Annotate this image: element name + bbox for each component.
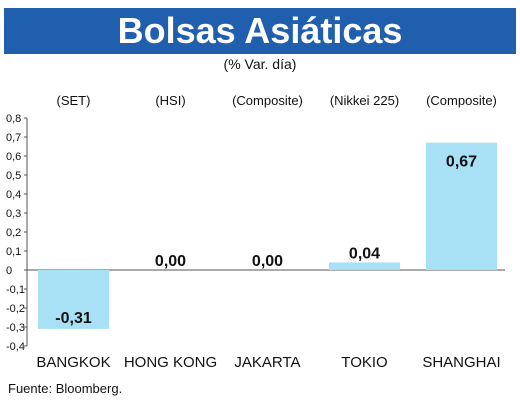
y-tick-label: -0,1 <box>6 284 25 296</box>
y-tick-label: 0,4 <box>6 189 21 201</box>
index-label: (SET) <box>57 93 91 108</box>
data-label: 0,00 <box>252 253 283 270</box>
category-label: HONG KONG <box>124 354 217 371</box>
y-tick-label: 0,2 <box>6 227 21 239</box>
y-tick-label: 0,5 <box>6 170 21 182</box>
y-tick-label: -0,2 <box>6 303 25 315</box>
index-label: (Nikkei 225) <box>330 93 399 108</box>
y-tick-label: 0 <box>6 265 12 277</box>
category-label: TOKIO <box>341 354 387 371</box>
chart-title: Bolsas Asiáticas <box>117 10 403 51</box>
category-label: BANGKOK <box>36 354 110 371</box>
y-tick-label: 0,6 <box>6 151 21 163</box>
y-tick-label: -0,3 <box>6 322 25 334</box>
category-label: JAKARTA <box>234 354 300 371</box>
index-label: (Composite) <box>232 93 303 108</box>
y-tick-label: 0,7 <box>6 132 21 144</box>
y-tick-label: 0,1 <box>6 246 21 258</box>
bar <box>38 270 109 329</box>
bar <box>426 142 497 270</box>
bar <box>329 262 400 270</box>
y-tick-label: 0,3 <box>6 208 21 220</box>
source-note: Fuente: Bloomberg. <box>8 381 123 396</box>
index-label: (HSI) <box>155 93 185 108</box>
title-banner: Bolsas Asiáticas <box>4 8 516 54</box>
chart-subtitle: (% Var. día) <box>223 56 297 72</box>
data-label: -0,31 <box>55 310 92 327</box>
data-label: 0,00 <box>155 253 186 270</box>
category-label: SHANGHAI <box>422 354 500 371</box>
index-label: (Composite) <box>426 93 497 108</box>
y-tick-label: -0,4 <box>6 341 25 353</box>
data-label: 0,04 <box>349 245 380 262</box>
y-tick-label: 0,8 <box>6 113 21 125</box>
data-label: 0,67 <box>446 154 477 171</box>
